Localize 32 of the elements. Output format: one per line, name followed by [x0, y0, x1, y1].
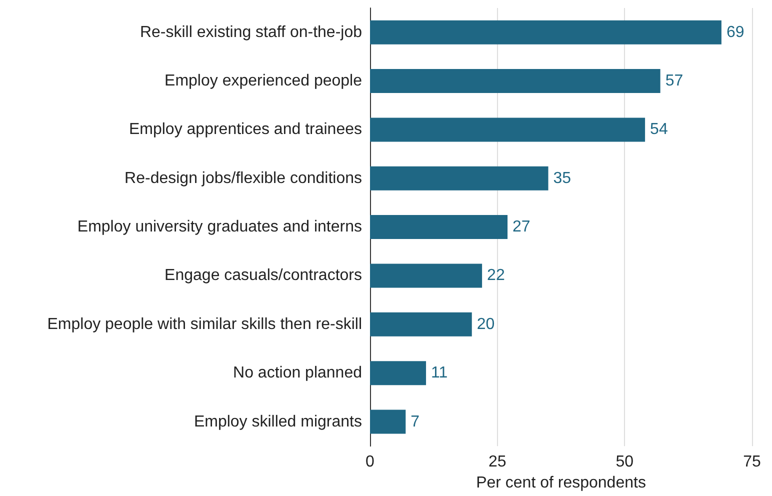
data-label: 54: [650, 121, 668, 138]
data-label: 7: [410, 413, 420, 430]
x-tick-label: 0: [366, 454, 375, 471]
y-tick-label: Employ skilled migrants: [194, 413, 362, 430]
bar: [370, 166, 548, 190]
data-label: 35: [553, 170, 572, 187]
data-label: 22: [487, 267, 505, 284]
bar: [370, 20, 722, 44]
y-tick-label: Engage casuals/contractors: [164, 267, 362, 284]
data-label: 20: [476, 316, 495, 333]
y-tick-label: Employ experienced people: [164, 72, 362, 90]
x-tick-label: 50: [616, 454, 634, 471]
bar: [370, 215, 508, 240]
x-axis-title: Per cent of respondents: [476, 474, 646, 492]
bar: [370, 264, 482, 288]
y-tick-label: Employ apprentices and trainees: [128, 121, 362, 138]
y-tick-label: Re-skill existing staff on-the-job: [140, 24, 362, 41]
x-tick-label: 75: [743, 454, 761, 471]
bar: [370, 312, 472, 336]
y-tick-label: Re-design jobs/flexible conditions: [124, 170, 362, 187]
y-tick-label: No action planned: [233, 364, 362, 382]
bar: [370, 361, 426, 386]
data-label: 57: [665, 72, 684, 90]
x-tick-label: 25: [488, 454, 506, 471]
y-tick-label: Employ university graduates and interns: [77, 218, 362, 236]
bar: [370, 69, 660, 94]
data-label: 27: [512, 218, 530, 236]
data-label: 69: [726, 24, 744, 41]
data-label: 11: [431, 364, 448, 382]
bar: [370, 410, 406, 434]
bar: [370, 118, 646, 142]
y-tick-label: Employ people with similar skills then re-skill: [47, 316, 362, 333]
